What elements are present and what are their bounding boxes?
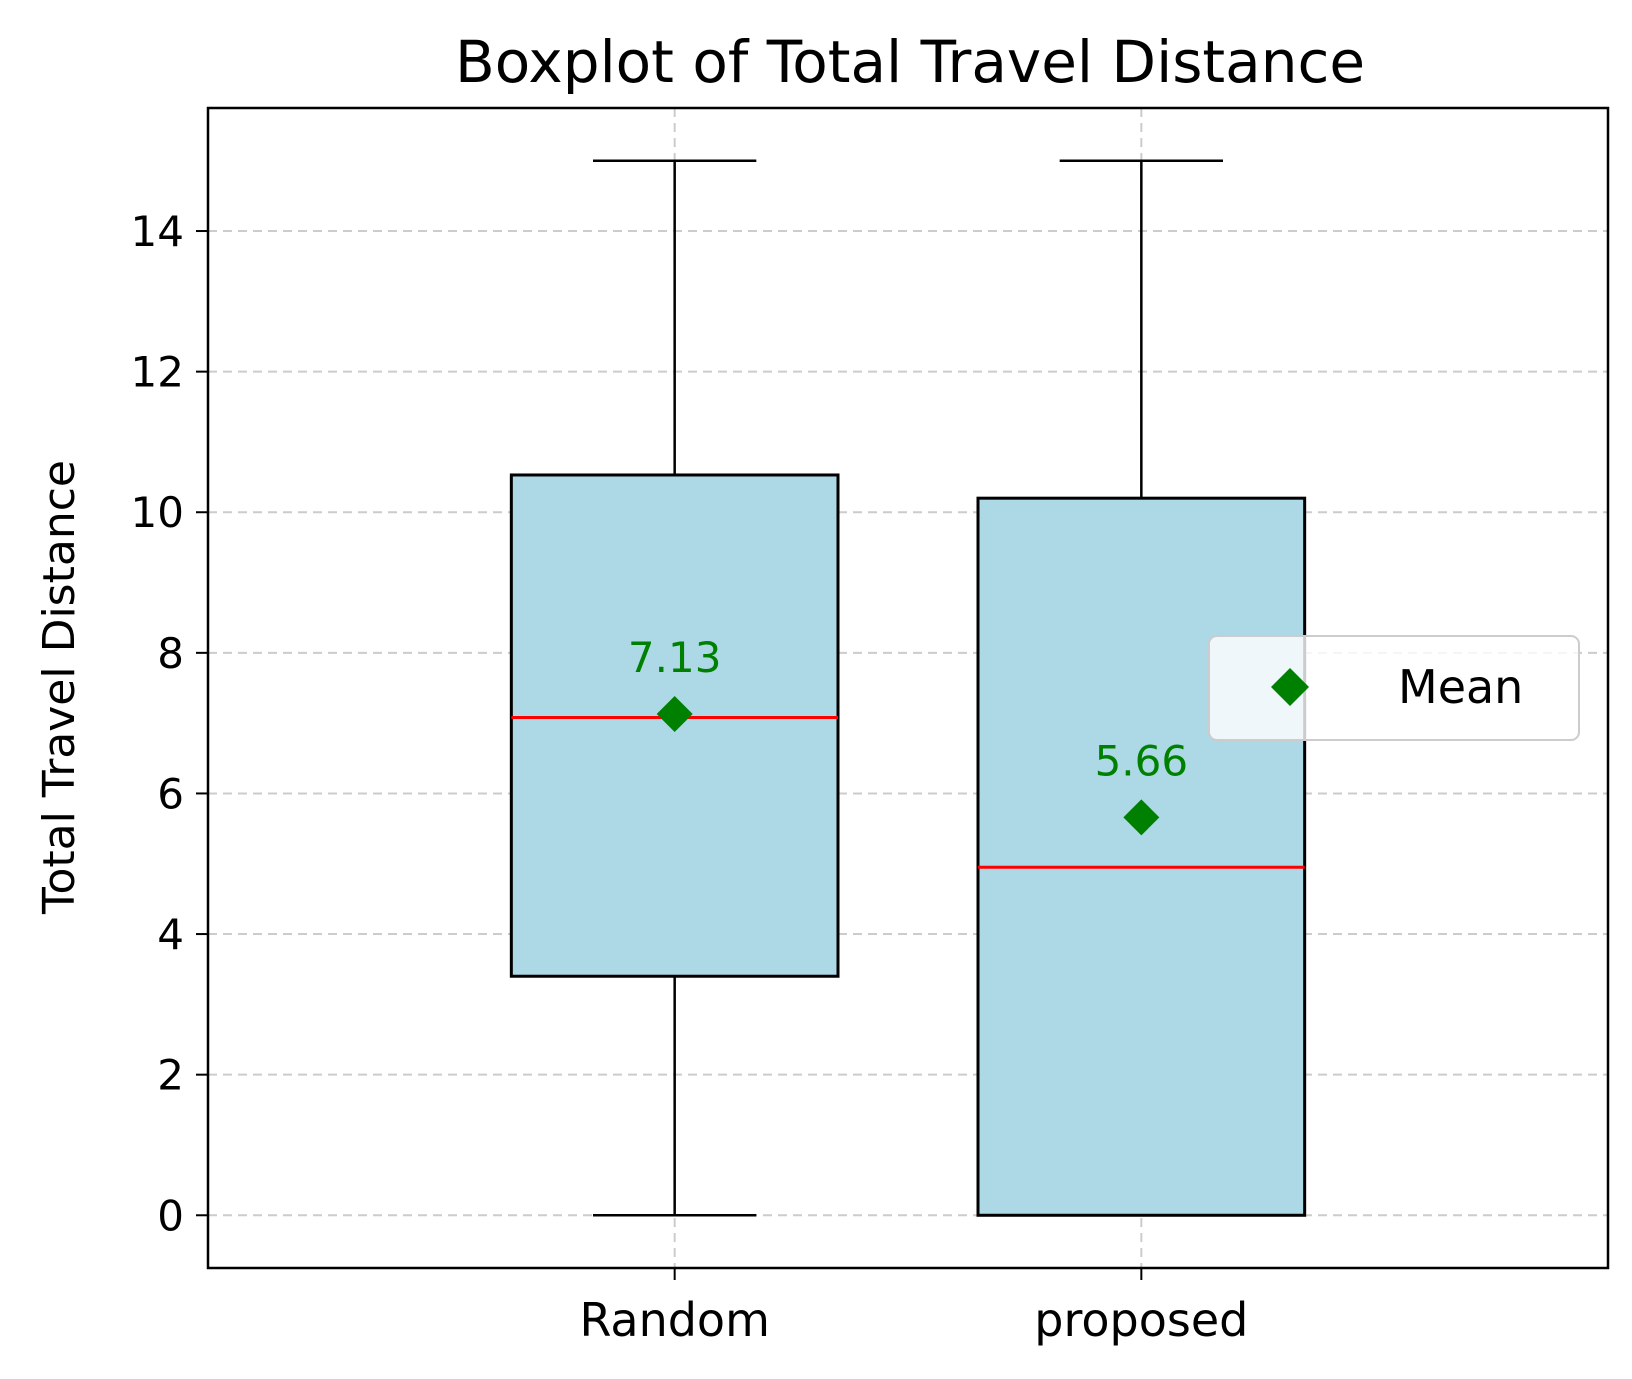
chart-title: Boxplot of Total Travel Distance [455,28,1365,96]
y-tick-label: 0 [157,1191,184,1240]
legend-mean-label: Mean [1398,660,1523,714]
legend: Mean [1208,635,1580,741]
mean-marker [1123,799,1160,836]
y-tick-label: 10 [131,488,184,537]
axis-layer: 0 2 4 6 8 10 12 14 Random proposed [131,207,1249,1347]
y-tick-label: 14 [131,207,184,256]
mean-label: 5.66 [1095,736,1189,785]
y-axis-label: Total Travel Distance [34,460,85,915]
mean-label: 7.13 [628,633,722,682]
y-tick-label: 12 [131,348,184,397]
y-tick-label: 8 [157,629,184,678]
x-tick-label: Random [579,1293,769,1347]
y-tick-label: 4 [157,910,184,959]
mean-marker [656,696,693,733]
y-tick-label: 6 [157,769,184,818]
x-tick-label: proposed [1034,1293,1248,1347]
legend-frame [1208,635,1580,741]
y-tick-label: 2 [157,1051,184,1100]
box-layer: 7.13 5.66 [509,159,1307,1217]
box-body [976,496,1307,1217]
plot-frame [206,106,1610,1270]
legend-mean-marker [1271,668,1309,706]
